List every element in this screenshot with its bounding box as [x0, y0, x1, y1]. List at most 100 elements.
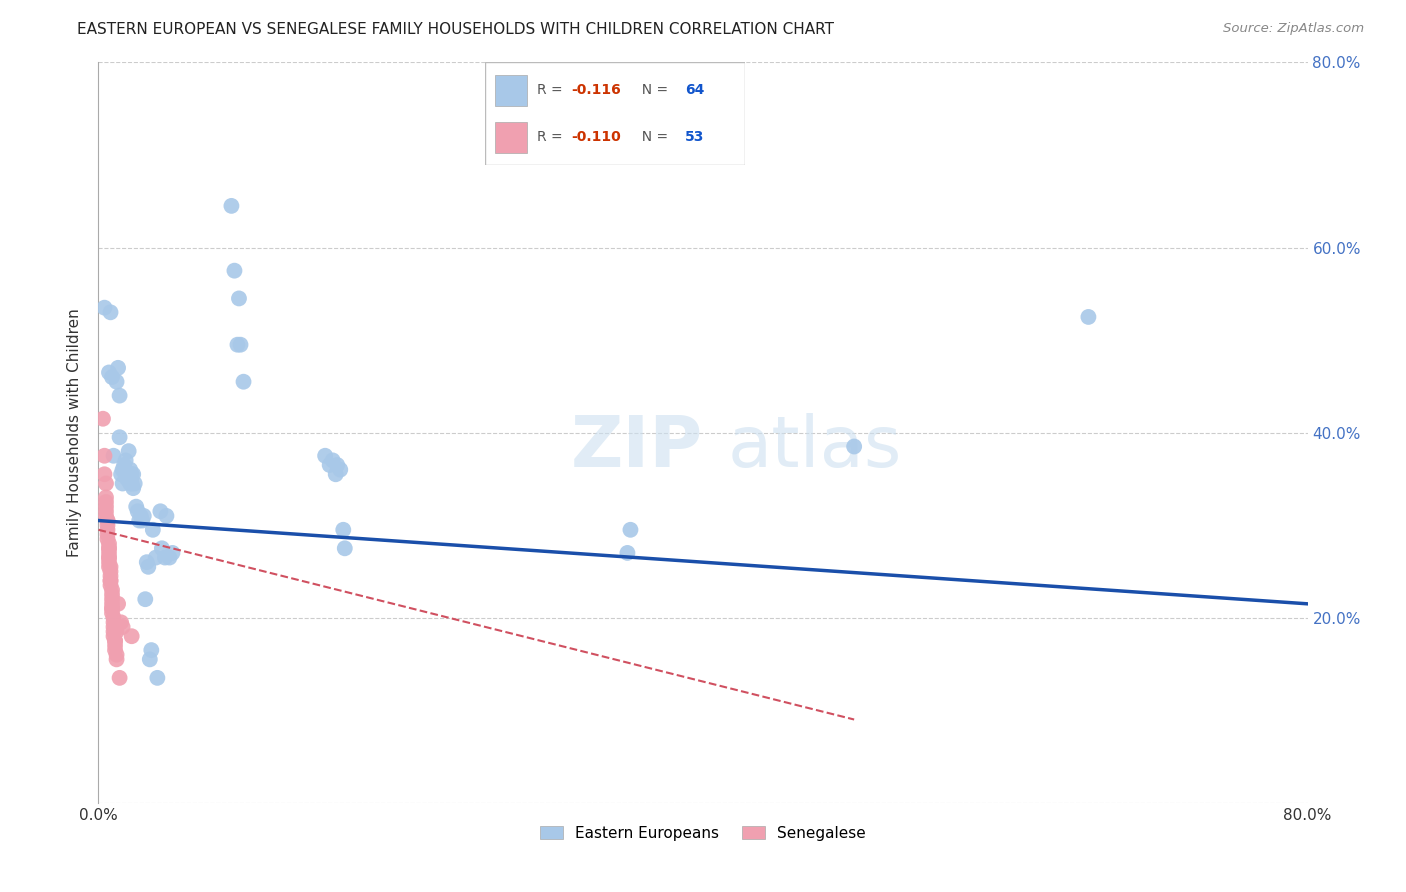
- Point: [98, 555, 121, 569]
- Point: [332, 523, 354, 537]
- Point: [149, 504, 172, 518]
- Point: [96, 523, 118, 537]
- Point: [96, 527, 118, 541]
- Point: [103, 615, 125, 630]
- Text: 53: 53: [685, 130, 704, 145]
- Point: [141, 643, 163, 657]
- Point: [322, 453, 344, 467]
- Point: [101, 588, 124, 602]
- FancyBboxPatch shape: [485, 62, 745, 165]
- Point: [122, 467, 145, 482]
- Point: [96, 514, 118, 528]
- Point: [112, 458, 135, 472]
- Point: [98, 546, 121, 560]
- Point: [110, 615, 132, 630]
- FancyBboxPatch shape: [495, 122, 527, 153]
- Point: [111, 462, 134, 476]
- Point: [326, 458, 349, 472]
- Point: [91, 411, 114, 425]
- Point: [121, 629, 143, 643]
- Point: [333, 541, 356, 556]
- Point: [128, 514, 150, 528]
- Point: [104, 643, 127, 657]
- Point: [129, 508, 152, 523]
- Point: [115, 472, 138, 486]
- Point: [229, 337, 252, 351]
- FancyBboxPatch shape: [495, 75, 527, 105]
- Point: [228, 292, 250, 306]
- Point: [94, 495, 117, 509]
- Point: [146, 671, 169, 685]
- Point: [120, 476, 142, 491]
- Point: [314, 449, 336, 463]
- Point: [94, 500, 117, 514]
- Point: [93, 301, 115, 315]
- Point: [318, 458, 340, 472]
- Point: [232, 375, 254, 389]
- Text: 64: 64: [685, 83, 704, 97]
- Point: [100, 569, 122, 583]
- Point: [111, 476, 134, 491]
- Point: [135, 555, 157, 569]
- Point: [111, 620, 134, 634]
- Point: [224, 263, 246, 277]
- Point: [101, 601, 124, 615]
- Point: [105, 648, 128, 662]
- Point: [162, 546, 184, 560]
- Point: [1077, 310, 1099, 324]
- Text: -0.116: -0.116: [571, 83, 620, 97]
- Point: [155, 508, 177, 523]
- Text: atlas: atlas: [727, 413, 901, 482]
- Point: [100, 574, 122, 588]
- Text: R =: R =: [537, 83, 567, 97]
- Point: [107, 360, 129, 375]
- Point: [100, 574, 122, 588]
- Point: [100, 559, 122, 574]
- Point: [96, 514, 118, 528]
- Point: [98, 536, 121, 550]
- Point: [105, 624, 128, 639]
- Point: [325, 467, 347, 482]
- Point: [104, 639, 127, 653]
- Point: [105, 652, 128, 666]
- Legend: Eastern Europeans, Senegalese: Eastern Europeans, Senegalese: [534, 820, 872, 847]
- Point: [101, 592, 124, 607]
- Point: [134, 592, 156, 607]
- Point: [136, 559, 159, 574]
- Point: [107, 597, 129, 611]
- Point: [112, 462, 135, 476]
- Point: [122, 481, 145, 495]
- Text: N =: N =: [633, 130, 673, 145]
- Point: [221, 199, 243, 213]
- Text: -0.110: -0.110: [571, 130, 620, 145]
- Point: [98, 550, 121, 565]
- Point: [114, 467, 136, 482]
- Point: [114, 453, 136, 467]
- Point: [101, 370, 124, 384]
- Point: [226, 337, 249, 351]
- Point: [139, 652, 162, 666]
- Point: [127, 504, 149, 518]
- Point: [121, 476, 143, 491]
- Point: [94, 491, 117, 505]
- Point: [101, 606, 124, 620]
- Point: [142, 523, 165, 537]
- Point: [145, 550, 167, 565]
- Point: [98, 541, 121, 556]
- Point: [100, 565, 122, 579]
- Y-axis label: Family Households with Children: Family Households with Children: [67, 309, 83, 557]
- Point: [93, 467, 115, 482]
- Point: [110, 467, 132, 482]
- Point: [104, 633, 127, 648]
- Point: [98, 550, 121, 565]
- Point: [105, 375, 128, 389]
- Point: [93, 449, 115, 463]
- Point: [103, 620, 125, 634]
- Point: [98, 366, 121, 380]
- Point: [121, 467, 143, 482]
- Point: [118, 467, 141, 482]
- Text: ZIP: ZIP: [571, 413, 703, 482]
- Point: [150, 541, 173, 556]
- Text: R =: R =: [537, 130, 567, 145]
- Point: [108, 388, 131, 402]
